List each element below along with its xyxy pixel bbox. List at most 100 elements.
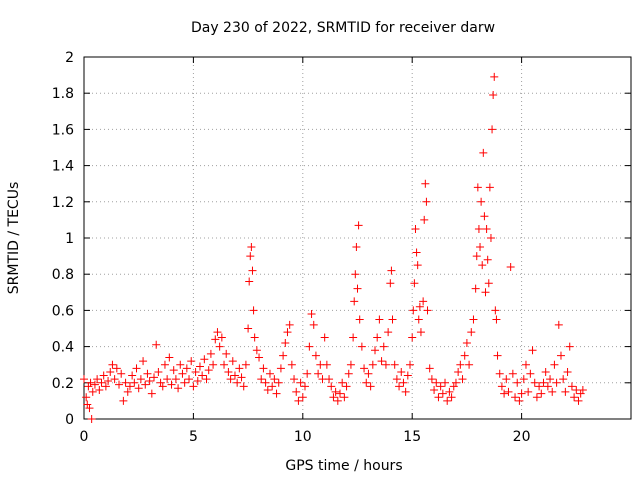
y-tick-label: 2 xyxy=(65,50,74,66)
data-point xyxy=(335,389,344,398)
data-point xyxy=(480,212,489,221)
y-axis-label: SRMTID / TECUs xyxy=(6,182,22,295)
data-point xyxy=(202,375,211,384)
data-point xyxy=(354,221,363,230)
data-point xyxy=(117,369,126,378)
data-point xyxy=(156,378,165,387)
data-point xyxy=(504,387,513,396)
data-point xyxy=(165,353,174,362)
data-point xyxy=(561,387,570,396)
data-point xyxy=(415,302,424,311)
data-point xyxy=(410,279,419,288)
data-point xyxy=(279,351,288,360)
data-point xyxy=(449,382,458,391)
data-point xyxy=(314,369,323,378)
data-point xyxy=(479,148,488,157)
data-point xyxy=(248,266,257,275)
data-point xyxy=(249,306,258,315)
data-point xyxy=(193,376,202,385)
data-point xyxy=(552,378,561,387)
data-point xyxy=(519,375,528,384)
data-point xyxy=(147,389,156,398)
x-tick-label: 5 xyxy=(189,429,198,445)
data-point xyxy=(88,387,97,396)
data-point xyxy=(409,306,418,315)
data-point xyxy=(497,382,506,391)
data-point xyxy=(215,342,224,351)
data-point xyxy=(574,396,583,405)
data-point xyxy=(294,396,303,405)
data-point xyxy=(263,386,272,395)
y-tick-label: 1.4 xyxy=(52,159,74,175)
data-point xyxy=(195,362,204,371)
data-point xyxy=(447,393,456,402)
data-point xyxy=(244,324,253,333)
data-point xyxy=(112,364,121,373)
y-tick-label: 1 xyxy=(65,231,74,247)
data-point xyxy=(303,369,312,378)
data-point xyxy=(535,382,544,391)
data-point xyxy=(526,369,535,378)
data-point xyxy=(185,375,194,384)
data-point xyxy=(456,360,465,369)
data-point xyxy=(485,183,494,192)
data-point xyxy=(422,197,431,206)
data-point xyxy=(357,342,366,351)
data-point xyxy=(290,375,299,384)
data-point xyxy=(261,378,270,387)
data-point xyxy=(296,378,305,387)
data-point xyxy=(355,315,364,324)
data-point xyxy=(99,371,108,380)
data-point xyxy=(427,375,436,384)
data-point xyxy=(473,183,482,192)
data-point xyxy=(362,378,371,387)
data-point xyxy=(458,375,467,384)
y-tick-label: 0 xyxy=(65,412,74,428)
data-point xyxy=(187,357,196,366)
data-point xyxy=(451,378,460,387)
data-point xyxy=(139,357,148,366)
data-point xyxy=(414,315,423,324)
data-point xyxy=(189,382,198,391)
data-point xyxy=(567,382,576,391)
data-point xyxy=(108,360,117,369)
data-point xyxy=(283,328,292,337)
y-tick-label: 1.8 xyxy=(52,86,74,102)
data-point xyxy=(191,367,200,376)
data-point xyxy=(390,360,399,369)
data-point xyxy=(541,367,550,376)
data-point xyxy=(123,387,132,396)
data-point xyxy=(411,224,420,233)
data-point xyxy=(412,248,421,257)
data-point xyxy=(395,382,404,391)
data-point xyxy=(331,387,340,396)
data-point xyxy=(235,364,244,373)
data-point xyxy=(300,382,309,391)
data-point xyxy=(309,320,318,329)
data-point xyxy=(524,387,533,396)
data-point xyxy=(443,396,452,405)
data-point xyxy=(213,328,222,337)
data-point xyxy=(237,373,246,382)
data-point xyxy=(276,364,285,373)
data-point xyxy=(141,380,150,389)
data-point xyxy=(95,386,104,395)
data-point xyxy=(482,224,491,233)
data-point xyxy=(436,382,445,391)
data-point xyxy=(163,375,172,384)
data-point xyxy=(265,369,274,378)
data-point xyxy=(500,389,509,398)
data-point xyxy=(438,389,447,398)
data-point xyxy=(82,393,91,402)
data-point xyxy=(445,387,454,396)
data-point xyxy=(462,338,471,347)
data-point xyxy=(90,380,99,389)
data-point xyxy=(344,369,353,378)
data-point xyxy=(106,367,115,376)
data-point xyxy=(346,360,355,369)
data-point xyxy=(257,375,266,384)
data-point xyxy=(578,386,587,395)
data-point xyxy=(420,215,429,224)
data-point xyxy=(93,375,102,384)
